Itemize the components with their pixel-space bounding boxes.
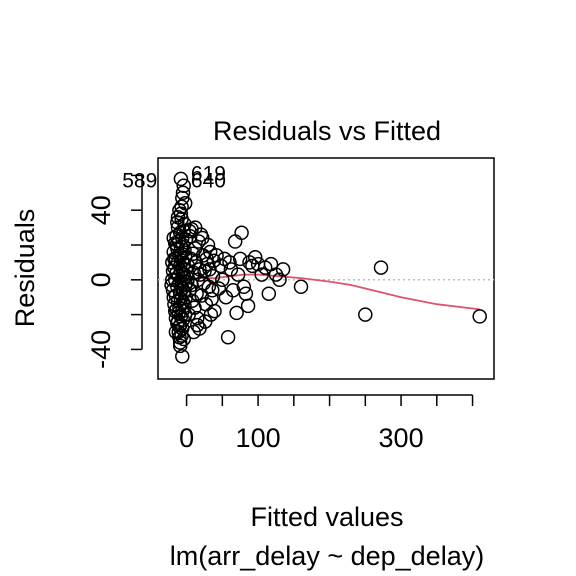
outlier-label-619: 619 <box>191 163 226 186</box>
residual-point <box>170 209 186 225</box>
residual-point <box>213 258 229 274</box>
residual-point <box>191 234 206 249</box>
residual-point <box>173 171 189 187</box>
residual-point <box>222 255 237 270</box>
residual-point <box>180 274 195 289</box>
x-axis-label: Fitted values <box>250 502 403 532</box>
residual-point <box>358 307 373 322</box>
residual-point <box>472 309 487 324</box>
y-axis-label: Residuals <box>10 209 40 328</box>
plot-box <box>157 157 495 380</box>
residual-point <box>172 338 188 354</box>
residual-point <box>172 329 187 345</box>
residual-point <box>234 225 249 241</box>
residual-point <box>185 246 201 261</box>
residual-point <box>373 260 389 275</box>
y-tick-label: -40 <box>86 330 116 369</box>
x-tick-label: 100 <box>236 423 281 453</box>
y-tick-label: 40 <box>86 195 116 225</box>
residual-point <box>275 262 291 277</box>
residual-point <box>167 251 182 267</box>
residual-point <box>166 230 181 246</box>
residual-point <box>165 272 180 288</box>
residual-point <box>236 279 252 295</box>
residual-point <box>190 317 205 333</box>
residual-point <box>205 269 221 284</box>
chart-title: Residuals vs Fitted <box>213 116 441 146</box>
residual-points-group <box>164 171 487 364</box>
residual-point <box>272 272 287 288</box>
residual-point <box>229 305 244 321</box>
residual-point <box>205 283 220 298</box>
residual-point <box>232 251 248 267</box>
residual-point <box>261 286 277 301</box>
residual-point <box>173 206 189 221</box>
residual-point <box>203 307 219 322</box>
residual-point <box>182 223 197 239</box>
residual-point <box>220 329 236 345</box>
residual-point <box>196 276 212 291</box>
residual-point <box>223 262 239 277</box>
x-axis: 0 100 300 <box>179 394 474 453</box>
residual-point <box>186 324 201 340</box>
residual-point <box>174 199 189 214</box>
residual-point <box>165 255 180 270</box>
residual-point <box>190 310 205 326</box>
residual-point <box>240 298 256 314</box>
residual-point <box>227 234 243 249</box>
residual-point <box>215 272 230 288</box>
y-axis: -40 0 40 <box>86 174 143 369</box>
residual-point <box>164 277 179 293</box>
residual-point <box>211 281 227 296</box>
residual-point <box>207 303 222 319</box>
residual-point <box>167 303 183 319</box>
x-tick-label: 300 <box>379 423 424 453</box>
residual-point <box>199 251 214 267</box>
chart-subtitle: lm(arr_delay ~ dep_delay) <box>170 541 484 571</box>
residual-point <box>175 349 190 364</box>
x-tick-label: 0 <box>179 423 194 453</box>
residual-point <box>247 249 263 265</box>
residual-point <box>230 267 246 282</box>
residual-point <box>175 185 191 201</box>
residual-point <box>254 267 269 282</box>
residual-point <box>170 215 185 230</box>
outlier-label-589: 589 <box>122 170 157 193</box>
residual-point <box>218 289 234 305</box>
residual-point <box>293 279 309 295</box>
residual-point <box>184 222 199 237</box>
residual-point <box>200 237 216 253</box>
residual-point <box>169 237 184 253</box>
outlier-label-640: 640 <box>191 170 226 193</box>
y-tick-label: 0 <box>86 272 116 287</box>
